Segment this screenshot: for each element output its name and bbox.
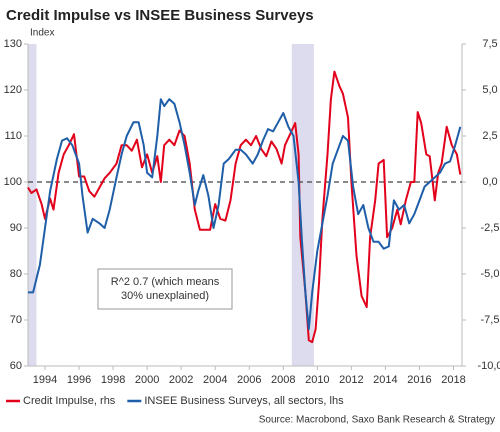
y2-tick-label: -2,5 bbox=[481, 222, 500, 234]
x-tick-label: 2010 bbox=[305, 374, 329, 386]
x-tick-label: 2018 bbox=[441, 374, 465, 386]
x-tick-label: 2004 bbox=[203, 374, 227, 386]
x-tick-label: 2000 bbox=[135, 374, 159, 386]
y-tick-label: 100 bbox=[4, 176, 22, 188]
x-tick-label: 2012 bbox=[339, 374, 363, 386]
y2-tick-label: -5,0 bbox=[481, 268, 500, 280]
series-line bbox=[27, 70, 462, 344]
annotation: 30% unexplained) bbox=[121, 290, 209, 302]
y-tick-label: 110 bbox=[4, 130, 22, 142]
y2-tick-label: 5,0 bbox=[482, 84, 497, 96]
legend-label: INSEE Business Surveys, all sectors, lhs bbox=[144, 395, 344, 407]
y-tick-label: 60 bbox=[10, 360, 22, 372]
annotation: R^2 0.7 (which means bbox=[111, 276, 220, 288]
x-tick-label: 2008 bbox=[271, 374, 295, 386]
shaded-period bbox=[291, 44, 314, 366]
y-axis-title: Index bbox=[30, 28, 54, 39]
y2-tick-label: 0,0 bbox=[482, 176, 497, 188]
x-tick-label: 2014 bbox=[373, 374, 397, 386]
legend-label: Credit Impulse, rhs bbox=[23, 395, 116, 407]
source: Source: Macrobond, Saxo Bank Research & … bbox=[259, 415, 495, 426]
y2-tick-label: 2,5 bbox=[482, 130, 497, 142]
y2-tick-label: -7,5 bbox=[481, 314, 500, 326]
y2-tick-label: -10,0 bbox=[477, 360, 500, 372]
y-tick-label: 130 bbox=[4, 38, 22, 50]
chart-title: Credit Impulse vs INSEE Business Surveys bbox=[6, 7, 314, 24]
y-tick-label: 70 bbox=[10, 314, 22, 326]
y-tick-label: 120 bbox=[4, 84, 22, 96]
x-tick-label: 2006 bbox=[237, 374, 261, 386]
x-tick-label: 1998 bbox=[101, 374, 125, 386]
shaded-period bbox=[28, 44, 37, 366]
x-tick-label: 2002 bbox=[169, 374, 193, 386]
y-tick-label: 90 bbox=[10, 222, 22, 234]
series-line bbox=[28, 98, 462, 331]
y2-tick-label: 7,5 bbox=[482, 38, 497, 50]
y-tick-label: 80 bbox=[10, 268, 22, 280]
annotation-box bbox=[97, 268, 233, 310]
x-tick-label: 1994 bbox=[33, 374, 57, 386]
x-tick-label: 1996 bbox=[67, 374, 91, 386]
x-tick-label: 2016 bbox=[407, 374, 431, 386]
